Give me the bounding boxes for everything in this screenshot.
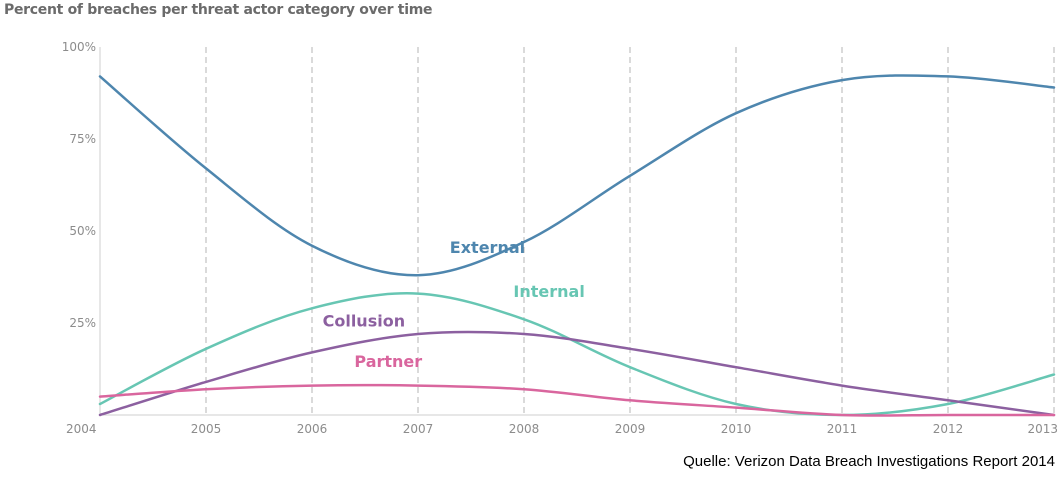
x-tick-label-2012: 2012 — [933, 422, 964, 436]
x-tick-label-2009: 2009 — [615, 422, 646, 436]
y-tick-label-75: 75% — [69, 132, 96, 146]
series-labels: External Internal Collusion Partner — [323, 238, 585, 371]
series-line-collusion — [98, 330, 1056, 417]
source-note: Quelle: Verizon Data Breach Investigatio… — [683, 453, 1055, 470]
chart-title: Percent of breaches per threat actor cat… — [4, 2, 433, 18]
x-tick-label-2005: 2005 — [191, 422, 222, 436]
x-tick-label-2004: 2004 — [66, 422, 97, 436]
axes — [99, 47, 1054, 416]
series-label-collusion: Collusion — [323, 312, 405, 331]
x-tick-label-2010: 2010 — [721, 422, 752, 436]
series-label-partner: Partner — [354, 352, 422, 371]
series-line-partner — [98, 383, 1056, 417]
series-label-internal: Internal — [513, 282, 584, 301]
series-lines — [98, 74, 1056, 417]
y-tick-label-25: 25% — [69, 316, 96, 330]
tick-labels: 2004 2005 2006 2007 2008 2009 2010 2011 2012 2013… — [62, 40, 1058, 436]
x-tick-label-2006: 2006 — [297, 422, 328, 436]
series-label-external: External — [450, 238, 525, 257]
x-tick-label-2011: 2011 — [827, 422, 858, 436]
grid-lines — [205, 47, 1055, 415]
y-tick-label-50: 50% — [69, 224, 96, 238]
x-tick-label-2013: 2013 — [1027, 422, 1058, 436]
y-tick-label-100: 100% — [62, 40, 96, 54]
x-tick-label-2007: 2007 — [403, 422, 434, 436]
series-line-internal — [98, 292, 1056, 417]
series-line-external — [98, 74, 1056, 277]
x-tick-label-2008: 2008 — [509, 422, 540, 436]
